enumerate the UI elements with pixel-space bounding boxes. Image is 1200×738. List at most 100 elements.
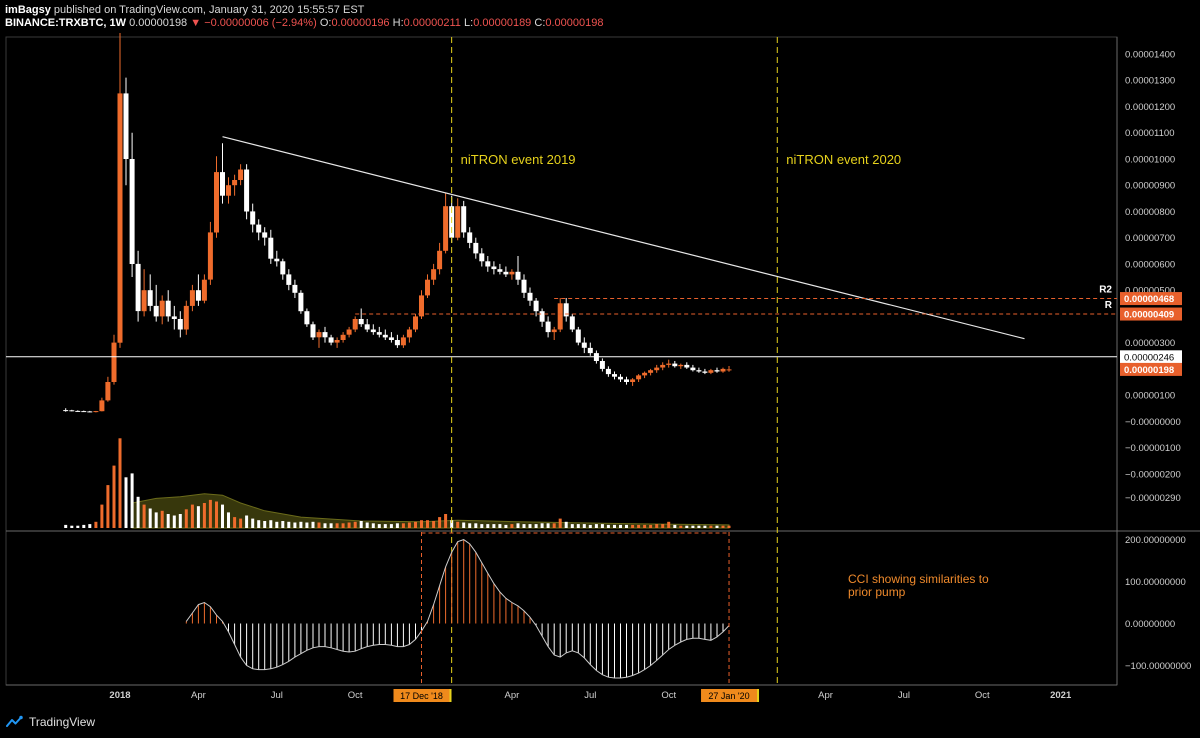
- candle-body: [123, 93, 129, 159]
- time-tick-label: Apr: [505, 690, 520, 701]
- price-tick-label: 0.00000500: [1125, 286, 1175, 297]
- time-tick-label: Oct: [661, 690, 676, 701]
- candle-body: [346, 329, 352, 335]
- volume-bar: [251, 518, 255, 528]
- volume-bar: [221, 504, 224, 528]
- price-tick-label: 0.00000600: [1125, 259, 1175, 270]
- candle-body: [159, 300, 165, 317]
- candle-body: [587, 347, 593, 354]
- volume-bar: [401, 523, 405, 528]
- candle-body: [624, 379, 629, 382]
- candle-body: [708, 370, 714, 373]
- volume-bar: [528, 524, 532, 528]
- volume-bar: [600, 524, 604, 528]
- volume-bar: [395, 523, 399, 528]
- volume-bar: [287, 521, 291, 528]
- level-price-tag-label: 0.00000468: [1124, 294, 1174, 305]
- volume-bar: [727, 525, 731, 528]
- volume-bar: [546, 523, 550, 528]
- author-name[interactable]: imBagsy: [5, 4, 51, 16]
- candle-body: [105, 382, 111, 401]
- volume-bar: [613, 524, 616, 528]
- volume-ma-area: [131, 493, 730, 529]
- volume-bar: [709, 525, 713, 528]
- candle-body: [153, 305, 159, 317]
- candle-body: [515, 271, 521, 280]
- price-tag-label: 0.00000246: [1124, 352, 1174, 363]
- candle-body: [563, 303, 569, 317]
- candle-body: [207, 232, 213, 280]
- time-tick-label: Oct: [348, 690, 363, 701]
- volume-bar: [142, 504, 146, 528]
- volume-bar: [329, 523, 333, 528]
- volume-bar: [172, 515, 176, 528]
- high-value: 0.00000211: [403, 17, 461, 29]
- symbol-label[interactable]: BINANCE:TRXBTC, 1W: [5, 17, 126, 29]
- candle-body: [286, 274, 292, 285]
- close-value: 0.00000198: [545, 17, 604, 29]
- candle-body: [684, 364, 690, 368]
- candle-body: [226, 185, 231, 196]
- volume-bar: [691, 525, 695, 528]
- candle-body: [648, 370, 654, 373]
- axes: 0.00001400 0.00001300 0.00001200 0.00001100…: [109, 50, 1191, 702]
- volume-bar: [377, 524, 381, 528]
- candle-body: [171, 316, 177, 319]
- candle-body: [220, 172, 225, 196]
- candle-body: [280, 261, 286, 275]
- volume-bar: [76, 525, 80, 528]
- volume-bar: [371, 523, 375, 528]
- candle-body: [503, 271, 509, 275]
- price-tick-label: 0.00000300: [1125, 338, 1175, 349]
- volume-bar: [582, 524, 586, 528]
- volume-bar: [510, 524, 514, 528]
- volume-bar: [130, 473, 134, 528]
- candle-body: [497, 269, 503, 272]
- candle-body: [262, 232, 268, 238]
- candle-body: [406, 329, 412, 338]
- volume-bar: [552, 523, 556, 528]
- volume-bar: [359, 521, 363, 528]
- level-price-tag-label: 0.00000409: [1124, 310, 1174, 321]
- volume-bar: [154, 512, 158, 528]
- candle-body: [612, 374, 617, 377]
- volume-bar: [486, 524, 490, 528]
- volume-bar: [166, 514, 170, 528]
- candle-body: [642, 372, 648, 376]
- candle-body: [304, 311, 310, 325]
- time-tick-label: 2021: [1050, 690, 1072, 701]
- candle-body: [618, 376, 623, 380]
- volume-bar: [311, 521, 315, 528]
- volume-bar: [257, 520, 261, 528]
- volume-bar: [239, 518, 243, 528]
- volume-bar: [661, 524, 665, 528]
- price-change: −0.00000006 (−2.94%): [204, 17, 317, 29]
- volume-bar: [136, 496, 140, 528]
- volume-bar: [588, 524, 592, 528]
- candle-body: [201, 279, 207, 301]
- candle-body: [443, 206, 449, 251]
- volume-bar: [450, 520, 454, 528]
- candle-body: [382, 334, 388, 338]
- tradingview-logo-icon: [6, 715, 23, 727]
- volume-bar: [196, 506, 200, 528]
- price-tick-label: −0.00000100: [1125, 443, 1181, 454]
- volume-bar: [215, 501, 218, 528]
- volume-bar: [498, 524, 502, 528]
- volume-bar: [124, 477, 128, 528]
- time-tick-label: Apr: [191, 690, 206, 701]
- candle-body: [81, 411, 87, 413]
- event-label-2: niTRON event 2020: [786, 152, 901, 167]
- volume-bar: [655, 524, 659, 528]
- volume-bar: [353, 521, 357, 528]
- price-tag-label: 0.00000198: [1124, 365, 1174, 376]
- candle-body: [605, 368, 611, 375]
- candle-body: [250, 211, 256, 225]
- price-tick-label: −0.00000000: [1125, 417, 1181, 428]
- candle-body: [527, 292, 533, 301]
- volume-bar: [649, 524, 653, 528]
- candle-body: [479, 253, 485, 262]
- candle-body: [521, 279, 527, 293]
- volume-bar: [721, 525, 725, 528]
